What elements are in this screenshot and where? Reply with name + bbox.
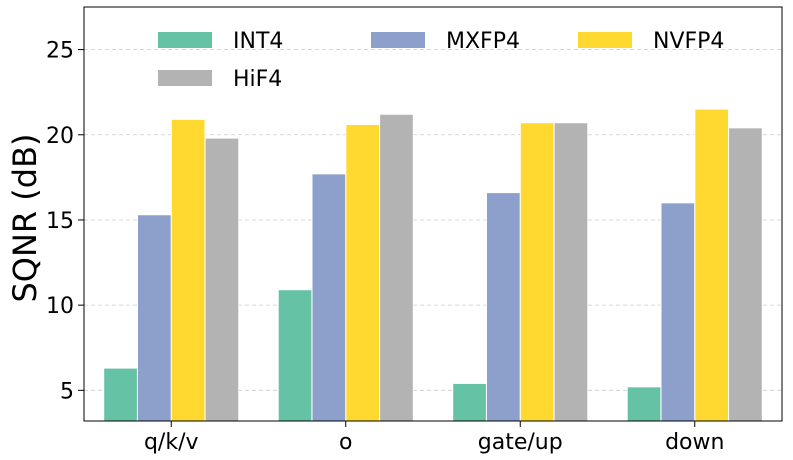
bar-hif4-0: [204, 137, 240, 422]
legend-swatch-int4: [158, 32, 212, 48]
y-tick-label: 15: [46, 209, 74, 234]
x-tick-label: q/k/v: [144, 430, 199, 455]
bar-mxfp4-0: [137, 214, 172, 422]
legend-label-mxfp4: MXFP4: [446, 29, 520, 54]
bar-nvfp4-3: [694, 108, 729, 422]
bar-hif4-1: [379, 113, 414, 422]
bar-nvfp4-1: [345, 124, 380, 422]
legend-swatch-mxfp4: [371, 32, 425, 48]
y-tick-label: 5: [60, 379, 74, 404]
y-axis-label: SQNR (dB): [6, 133, 44, 302]
x-tick-label: o: [339, 430, 352, 455]
legend-label-nvfp4: NVFP4: [653, 29, 724, 54]
legend-label-int4: INT4: [233, 29, 283, 54]
x-tick-label: gate/up: [478, 430, 563, 455]
plot-frame: [83, 6, 783, 422]
bar-mxfp4-1: [311, 173, 347, 422]
legend-label-hif4: HiF4: [233, 67, 282, 92]
y-tick-label: 10: [46, 294, 74, 319]
x-tick-label: down: [665, 430, 724, 455]
bar-int4-0: [103, 367, 138, 422]
bars: [103, 108, 763, 422]
bar-int4-3: [626, 386, 662, 422]
bar-hif4-2: [553, 122, 589, 422]
bar-mxfp4-3: [660, 202, 695, 422]
bar-nvfp4-0: [170, 119, 206, 422]
x-axis-ticks: q/k/v o gate/up down: [144, 421, 724, 455]
legend: INT4 MXFP4 NVFP4 HiF4: [158, 29, 724, 92]
bar-int4-2: [452, 383, 487, 422]
bar-hif4-3: [728, 127, 763, 422]
y-axis-ticks: 5 10 15 20 25: [46, 39, 84, 404]
bar-int4-1: [277, 289, 313, 422]
bar-mxfp4-2: [486, 192, 521, 422]
legend-swatch-nvfp4: [578, 32, 632, 48]
legend-swatch-hif4: [158, 70, 212, 86]
bar-nvfp4-2: [520, 122, 555, 422]
y-tick-label: 25: [46, 39, 74, 64]
y-tick-label: 20: [46, 124, 74, 149]
